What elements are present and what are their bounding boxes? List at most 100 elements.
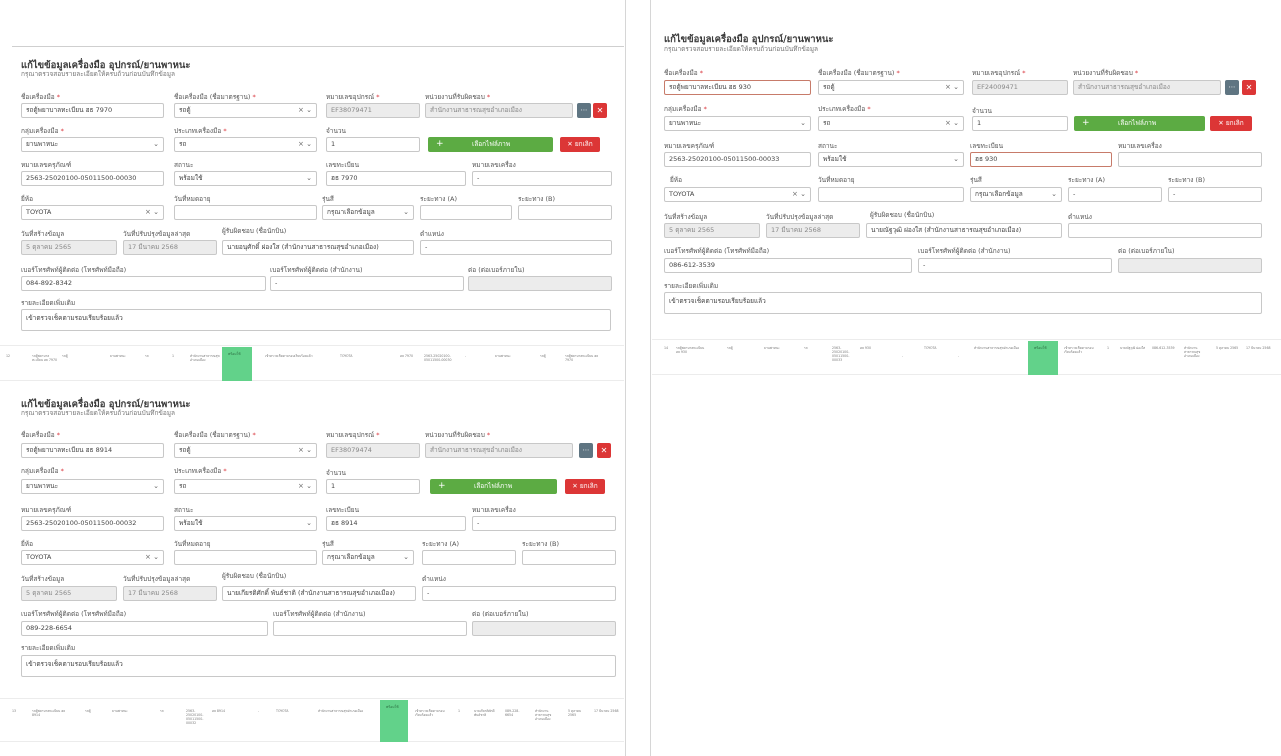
qty-input[interactable]: 1 bbox=[326, 137, 420, 152]
mile-b-input[interactable] bbox=[518, 205, 612, 220]
close-icon[interactable]: ✕ bbox=[593, 103, 607, 118]
close-icon[interactable]: ✕ bbox=[1242, 80, 1256, 95]
owner-input[interactable]: สำนักงานสาธารณสุขอำเภอเมือง bbox=[425, 103, 573, 118]
chevron-down-icon[interactable]: ⌄ bbox=[306, 174, 312, 182]
created-input[interactable]: 5 ตุลาคม 2565 bbox=[21, 586, 117, 601]
std-name-select[interactable]: รถตู้ × ⌄ bbox=[174, 443, 317, 458]
detail-textarea[interactable]: เข้าตรวจเช็คตามรอบเรียบร้อยแล้ว bbox=[21, 309, 611, 331]
ext-input[interactable] bbox=[1118, 258, 1262, 273]
table-row[interactable]: 14 รถตู้พยาบาลทะเบียน ฮธ 930 รถตู้ ยานพา… bbox=[652, 339, 1281, 375]
asset-no-input[interactable]: 2563-25020100-05011500-00030 bbox=[21, 171, 164, 186]
brand-select[interactable]: TOYOTA × ⌄ bbox=[664, 187, 811, 202]
expire-input[interactable] bbox=[818, 187, 964, 202]
mile-b-input[interactable] bbox=[522, 550, 616, 565]
qty-input[interactable]: 1 bbox=[972, 116, 1068, 131]
chevron-down-icon[interactable]: ⌄ bbox=[153, 482, 159, 490]
detail-textarea[interactable]: เข้าตรวจเช็คตามรอบเรียบร้อยแล้ว bbox=[21, 655, 616, 677]
detail-textarea[interactable]: เข้าตรวจเช็คตามรอบเรียบร้อยแล้ว bbox=[664, 292, 1262, 314]
office-phone-input[interactable] bbox=[273, 621, 467, 636]
asset-no-input[interactable]: 2563-25020100-05011500-00033 bbox=[664, 152, 811, 167]
clear-chevron-icon[interactable]: × ⌄ bbox=[792, 190, 806, 198]
group-select[interactable]: ยานพาหนะ ⌄ bbox=[664, 116, 811, 131]
engine-input[interactable]: - bbox=[472, 516, 616, 531]
updated-input[interactable]: 17 มีนาคม 2568 bbox=[766, 223, 860, 238]
office-phone-input[interactable]: - bbox=[270, 276, 464, 291]
std-name-select[interactable]: รถตู้ × ⌄ bbox=[174, 103, 317, 118]
equip-no-input[interactable]: EF38079471 bbox=[326, 103, 420, 118]
name-input[interactable]: รถตู้พยาบาลทะเบียน ฮธ 8914 bbox=[21, 443, 164, 458]
equip-no-input[interactable]: EF38079474 bbox=[326, 443, 420, 458]
mile-a-input[interactable]: - bbox=[1068, 187, 1162, 202]
chevron-down-icon[interactable]: ⌄ bbox=[153, 140, 159, 148]
ext-input[interactable] bbox=[472, 621, 616, 636]
cancel-button[interactable]: ✕ ยกเลิก bbox=[1210, 116, 1252, 131]
engine-input[interactable]: - bbox=[472, 171, 612, 186]
choose-image-button[interactable]: + เลือกไฟล์ภาพ bbox=[1074, 116, 1205, 131]
plate-input[interactable]: ฮธ 930 bbox=[970, 152, 1112, 167]
clear-chevron-icon[interactable]: × ⌄ bbox=[298, 106, 312, 114]
plate-input[interactable]: ฮธ 7970 bbox=[326, 171, 466, 186]
choose-image-button[interactable]: + เลือกไฟล์ภาพ bbox=[428, 137, 553, 152]
mobile-input[interactable]: 084-892-8342 bbox=[21, 276, 266, 291]
owner-input[interactable]: สำนักงานสาธารณสุขอำเภอเมือง bbox=[425, 443, 573, 458]
name-input[interactable]: รถตู้พยาบาลทะเบียน ฮธ 930 bbox=[664, 80, 811, 95]
type-select[interactable]: รถ × ⌄ bbox=[174, 137, 317, 152]
choose-image-button[interactable]: + เลือกไฟล์ภาพ bbox=[430, 479, 557, 494]
position-input[interactable]: - bbox=[422, 586, 616, 601]
table-row[interactable]: 13 รถตู้พยาบาลทะเบียน ฮธ 8914 รถตู้ ยานพ… bbox=[0, 698, 624, 742]
chevron-down-icon[interactable]: ⌄ bbox=[403, 553, 409, 561]
position-input[interactable] bbox=[1068, 223, 1262, 238]
chevron-down-icon[interactable]: ⌄ bbox=[800, 119, 806, 127]
updated-input[interactable]: 17 มีนาคม 2568 bbox=[123, 240, 217, 255]
status-select[interactable]: พร้อมใช้ ⌄ bbox=[818, 152, 964, 167]
created-input[interactable]: 5 ตุลาคม 2565 bbox=[664, 223, 760, 238]
more-icon[interactable]: ⋯ bbox=[577, 103, 591, 118]
responsible-input[interactable]: นายอนุศักดิ์ ผ่องใส (สำนักงานสาธารณสุขอำ… bbox=[222, 240, 414, 255]
office-phone-input[interactable]: - bbox=[918, 258, 1112, 273]
status-select[interactable]: พร้อมใช้ ⌄ bbox=[174, 171, 317, 186]
chevron-down-icon[interactable]: ⌄ bbox=[306, 519, 312, 527]
updated-input[interactable]: 17 มีนาคม 2568 bbox=[123, 586, 217, 601]
clear-chevron-icon[interactable]: × ⌄ bbox=[298, 140, 312, 148]
brand-select[interactable]: TOYOTA × ⌄ bbox=[21, 205, 164, 220]
owner-input[interactable]: สำนักงานสาธารณสุขอำเภอเมือง bbox=[1073, 80, 1221, 95]
name-input[interactable]: รถตู้พยาบาลทะเบียน ฮธ 7970 bbox=[21, 103, 164, 118]
group-select[interactable]: ยานพาหนะ ⌄ bbox=[21, 479, 164, 494]
close-icon[interactable]: ✕ bbox=[597, 443, 611, 458]
clear-chevron-icon[interactable]: × ⌄ bbox=[145, 208, 159, 216]
model-select[interactable]: กรุณาเลือกข้อมูล ⌄ bbox=[322, 550, 414, 565]
model-select[interactable]: กรุณาเลือกข้อมูล ⌄ bbox=[322, 205, 414, 220]
mobile-input[interactable]: 086-612-3539 bbox=[664, 258, 912, 273]
expire-input[interactable] bbox=[174, 550, 317, 565]
type-select[interactable]: รถ × ⌄ bbox=[818, 116, 964, 131]
mobile-input[interactable]: 089-228-6654 bbox=[21, 621, 268, 636]
cancel-button[interactable]: ✕ ยกเลิก bbox=[560, 137, 600, 152]
chevron-down-icon[interactable]: ⌄ bbox=[1051, 190, 1057, 198]
qty-input[interactable]: 1 bbox=[326, 479, 420, 494]
asset-no-input[interactable]: 2563-25020100-05011500-00032 bbox=[21, 516, 164, 531]
engine-input[interactable] bbox=[1118, 152, 1262, 167]
plate-input[interactable]: ฮธ 8914 bbox=[326, 516, 466, 531]
chevron-down-icon[interactable]: ⌄ bbox=[403, 208, 409, 216]
cancel-button[interactable]: ✕ ยกเลิก bbox=[565, 479, 605, 494]
brand-select[interactable]: TOYOTA × ⌄ bbox=[21, 550, 164, 565]
clear-chevron-icon[interactable]: × ⌄ bbox=[298, 446, 312, 454]
expire-input[interactable] bbox=[174, 205, 317, 220]
type-select[interactable]: รถ × ⌄ bbox=[174, 479, 317, 494]
chevron-down-icon[interactable]: ⌄ bbox=[953, 155, 959, 163]
clear-chevron-icon[interactable]: × ⌄ bbox=[945, 119, 959, 127]
position-input[interactable]: - bbox=[420, 240, 612, 255]
clear-chevron-icon[interactable]: × ⌄ bbox=[298, 482, 312, 490]
clear-chevron-icon[interactable]: × ⌄ bbox=[145, 553, 159, 561]
std-name-select[interactable]: รถตู้ × ⌄ bbox=[818, 80, 964, 95]
more-icon[interactable]: ⋯ bbox=[579, 443, 593, 458]
equip-no-input[interactable]: EF24009471 bbox=[972, 80, 1068, 95]
mile-a-input[interactable] bbox=[420, 205, 512, 220]
mile-b-input[interactable]: - bbox=[1168, 187, 1262, 202]
responsible-input[interactable]: นายณัฐวุฒิ ผ่องใส (สำนักงานสาธารณสุขอำเภ… bbox=[866, 223, 1062, 238]
group-select[interactable]: ยานพาหนะ ⌄ bbox=[21, 137, 164, 152]
status-select[interactable]: พร้อมใช้ ⌄ bbox=[174, 516, 317, 531]
responsible-input[interactable]: นายเกียรติศักดิ์ พันธ์ชาติ (สำนักงานสาธา… bbox=[222, 586, 416, 601]
model-select[interactable]: กรุณาเลือกข้อมูล ⌄ bbox=[970, 187, 1062, 202]
ext-input[interactable] bbox=[468, 276, 612, 291]
